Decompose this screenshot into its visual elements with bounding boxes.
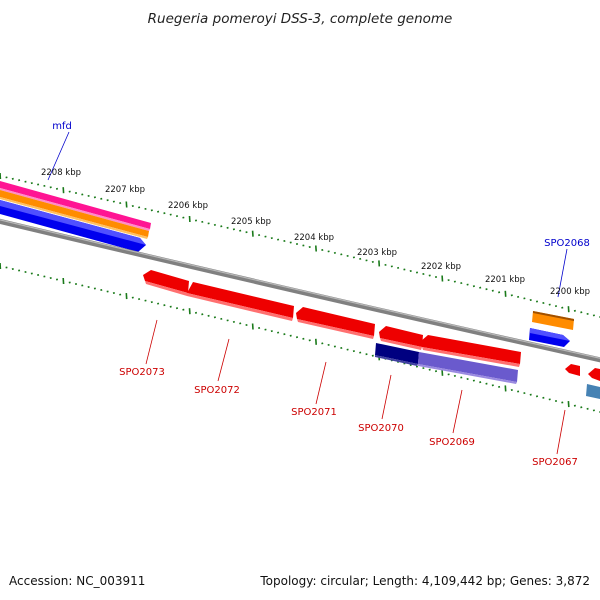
gene-spo2069-red[interactable] (421, 335, 521, 367)
gene-mfd-arrow-shade (0, 200, 146, 245)
outer-tick-track (0, 172, 600, 319)
gene-spo2073[interactable] (143, 270, 189, 296)
label-spo2069[interactable]: SPO2069 (429, 437, 475, 448)
gene-spo2072[interactable] (187, 282, 294, 321)
label-spo2068[interactable]: SPO2068 (544, 238, 590, 249)
tick-label: 2204 kbp (294, 233, 334, 243)
tick-label: 2208 kbp (41, 168, 81, 178)
gene-spo2068-arrow[interactable] (529, 328, 570, 347)
label-spo2072[interactable]: SPO2072 (194, 385, 240, 396)
gene-pink-bar[interactable] (0, 181, 151, 229)
tick-label: 2206 kbp (168, 201, 208, 211)
tick-label: 2203 kbp (357, 248, 397, 258)
gene-small-red-2[interactable] (588, 368, 600, 381)
gene-spo2069-light[interactable] (418, 352, 518, 384)
genome-backbone-highlight (0, 219, 600, 359)
accession-text: Accession: NC_003911 (9, 574, 146, 588)
gene-small-red-1[interactable] (565, 364, 580, 376)
tick-label: 2201 kbp (485, 275, 525, 285)
genome-backbone (0, 218, 600, 363)
gene-spo2071[interactable] (296, 307, 375, 339)
tick-label: 2205 kbp (231, 217, 271, 227)
gene-spo2070-dark[interactable] (375, 343, 419, 366)
tick-labels: 2208 kbp 2207 kbp 2206 kbp 2205 kbp 2204 kbp… (41, 168, 590, 297)
gene-spo2068-orange[interactable] (532, 311, 574, 330)
tick-label: 2200 kbp (550, 287, 590, 297)
label-spo2073[interactable]: SPO2073 (119, 367, 165, 378)
label-spo2067[interactable]: SPO2067 (532, 457, 578, 468)
gene-spo2070-red[interactable] (379, 326, 423, 350)
map-title: Ruegeria pomeroyi DSS-3, complete genome (148, 11, 453, 27)
gene-steelblue-bar[interactable] (586, 384, 600, 399)
label-spo2070[interactable]: SPO2070 (358, 423, 404, 434)
tick-label: 2202 kbp (421, 262, 461, 272)
genome-summary-text: Topology: circular; Length: 4,109,442 bp… (260, 574, 590, 588)
tick-label: 2207 kbp (105, 185, 145, 195)
gene-orange-bar-shade (0, 197, 148, 239)
label-spo2071[interactable]: SPO2071 (291, 407, 337, 418)
gene-orange-bar[interactable] (0, 190, 149, 237)
label-mfd[interactable]: mfd (52, 121, 72, 132)
gene-pink-bar-shade (0, 188, 150, 231)
